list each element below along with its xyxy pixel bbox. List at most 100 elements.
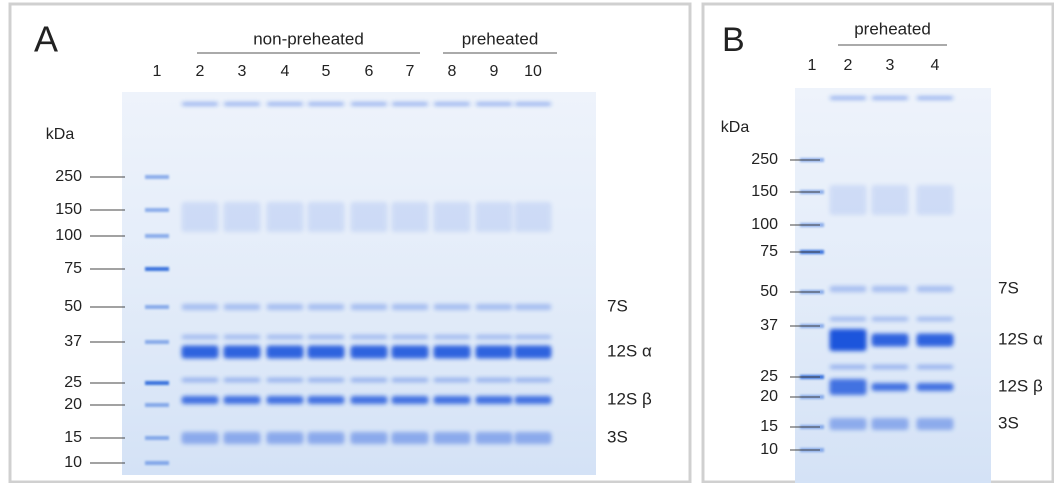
sample-band (475, 304, 513, 310)
marker-label: 15 (64, 429, 82, 446)
band-label: 12S α (607, 341, 652, 360)
sample-band (266, 432, 304, 444)
unit-label: kDa (46, 126, 75, 143)
sample-band (266, 335, 304, 339)
ladder-band (145, 305, 169, 309)
sample-band (350, 396, 388, 404)
sample-band (181, 378, 219, 382)
ladder-band (145, 175, 169, 179)
sample-band (266, 304, 304, 310)
lane-number: 3 (886, 57, 895, 74)
sample-band (916, 418, 954, 430)
marker-label: 37 (64, 333, 82, 350)
marker-label: 50 (64, 298, 82, 315)
lane-number: 4 (281, 63, 290, 80)
marker-label: 20 (64, 396, 82, 413)
sample-band (181, 202, 219, 232)
sample-band (391, 335, 429, 339)
lane-number: 6 (365, 63, 374, 80)
sample-band (829, 317, 867, 321)
sample-band (350, 345, 388, 359)
ladder-band (145, 208, 169, 212)
sample-band (916, 333, 954, 347)
sample-band (871, 383, 909, 391)
sample-band (223, 102, 261, 106)
sample-band (475, 378, 513, 382)
sample-band (350, 202, 388, 232)
ladder-band (145, 267, 169, 271)
sample-band (514, 378, 552, 382)
lane-number: 10 (524, 63, 542, 80)
panel-a-frame (8, 2, 692, 483)
sample-band (433, 378, 471, 382)
sample-band (829, 365, 867, 369)
sample-band (433, 345, 471, 359)
sample-band (266, 378, 304, 382)
sample-band (871, 185, 909, 215)
sample-band (307, 335, 345, 339)
sample-band (916, 286, 954, 292)
ladder-band (145, 381, 169, 385)
sample-band (181, 102, 219, 106)
sample-band (350, 304, 388, 310)
sample-band (829, 185, 867, 215)
sample-band (433, 102, 471, 106)
band-label: 12S α (998, 329, 1043, 348)
marker-label: 100 (751, 216, 778, 233)
sample-band (433, 396, 471, 404)
panel-label: A (34, 19, 58, 60)
sample-band (475, 335, 513, 339)
sample-band (829, 329, 867, 351)
sample-band (871, 365, 909, 369)
sample-band (223, 345, 261, 359)
lane-number: 4 (931, 57, 940, 74)
group-label: preheated (462, 29, 539, 48)
sample-band (223, 335, 261, 339)
unit-label: kDa (721, 119, 750, 136)
sample-band (871, 333, 909, 347)
sample-band (475, 432, 513, 444)
marker-label: 75 (64, 260, 82, 277)
sample-band (391, 304, 429, 310)
sample-band (871, 317, 909, 321)
ladder-band (145, 340, 169, 344)
marker-label: 75 (760, 243, 778, 260)
marker-label: 20 (760, 388, 778, 405)
marker-label: 250 (55, 168, 82, 185)
sample-band (223, 378, 261, 382)
sample-band (181, 345, 219, 359)
band-label: 12S β (998, 376, 1043, 395)
marker-label: 50 (760, 283, 778, 300)
ladder-band (145, 436, 169, 440)
sample-band (223, 202, 261, 232)
sample-band (916, 185, 954, 215)
group-label: non-preheated (253, 29, 364, 48)
lane-number: 9 (490, 63, 499, 80)
lane-number: 8 (448, 63, 457, 80)
gel-a (122, 92, 596, 475)
sample-band (916, 96, 954, 100)
sample-band (475, 102, 513, 106)
sample-band (829, 379, 867, 395)
sample-band (350, 432, 388, 444)
sample-band (181, 432, 219, 444)
sample-band (871, 418, 909, 430)
lane-number: 7 (406, 63, 415, 80)
marker-label: 25 (64, 374, 82, 391)
sample-band (829, 418, 867, 430)
sample-band (475, 202, 513, 232)
marker-label: 250 (751, 151, 778, 168)
band-label: 7S (998, 278, 1019, 297)
sample-band (307, 102, 345, 106)
marker-label: 10 (760, 441, 778, 458)
sample-band (433, 335, 471, 339)
panel-label: B (722, 21, 745, 59)
lane-number: 1 (153, 63, 162, 80)
sample-band (829, 286, 867, 292)
sample-band (307, 202, 345, 232)
sample-band (223, 396, 261, 404)
gel-b (795, 88, 991, 483)
band-label: 12S β (607, 389, 652, 408)
sample-band (871, 96, 909, 100)
